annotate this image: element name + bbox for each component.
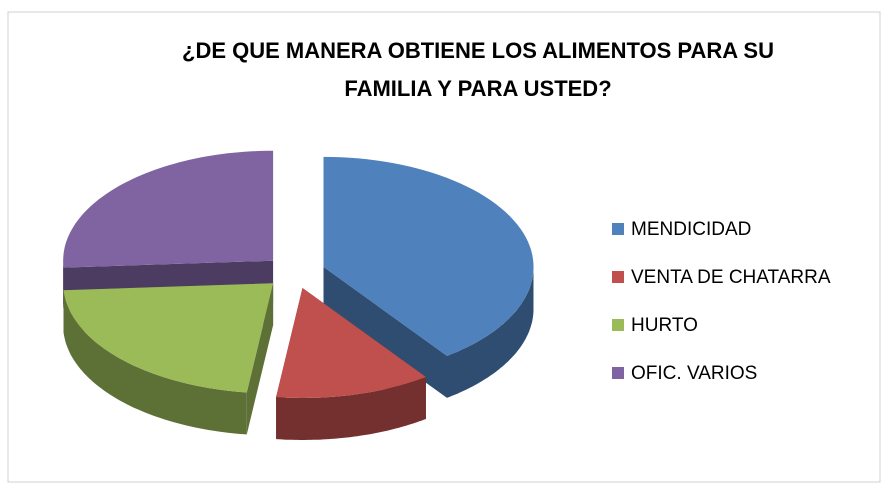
- slice-top: [323, 156, 534, 356]
- slice-side: [63, 290, 247, 435]
- legend-label: OFIC. VARIOS: [631, 363, 757, 384]
- slice-top: [276, 288, 426, 398]
- legend-swatch: [612, 367, 624, 379]
- chart-title: ¿DE QUE MANERA OBTIENE LOS ALIMENTOS PAR…: [182, 38, 774, 63]
- pie-slice: [323, 156, 534, 398]
- slice-wall: [323, 266, 447, 398]
- slice-top: [63, 283, 274, 393]
- legend-label: VENTA DE CHATARRA: [631, 267, 831, 288]
- slice-side: [447, 266, 534, 398]
- legend-swatch: [612, 223, 624, 235]
- slice-top: [63, 150, 274, 268]
- legend-label: MENDICIDAD: [631, 219, 751, 240]
- legend-swatch: [612, 271, 624, 283]
- legend-swatch: [612, 319, 624, 331]
- legend-label: HURTO: [631, 315, 698, 336]
- pie-slice: [63, 283, 274, 435]
- slice-side: [276, 377, 426, 440]
- pie-slice: [276, 288, 426, 440]
- chart-title: FAMILIA Y PARA USTED?: [344, 76, 611, 101]
